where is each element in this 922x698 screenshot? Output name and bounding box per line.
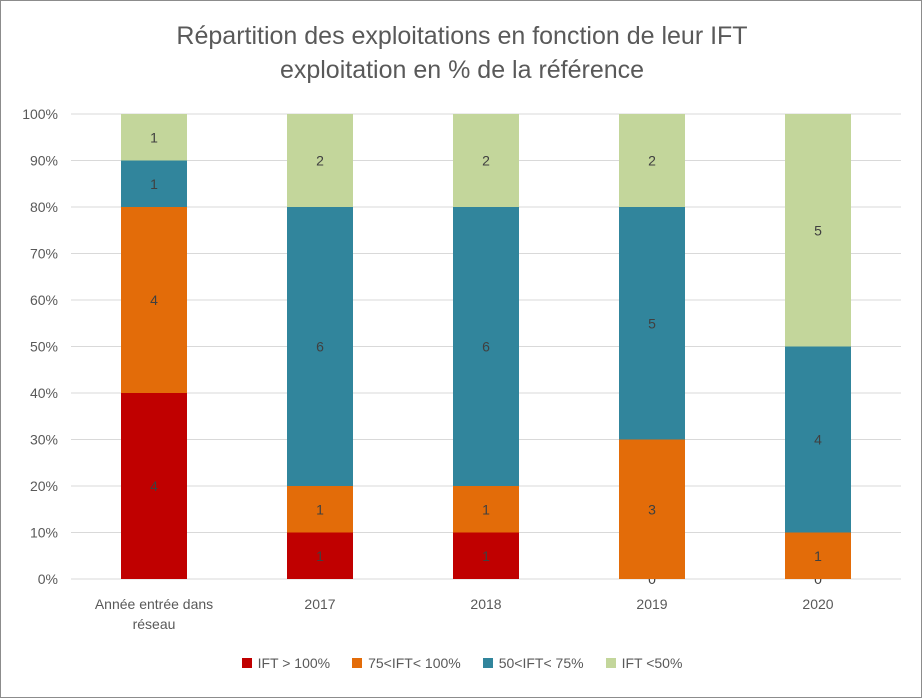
data-label: 6 xyxy=(316,339,324,355)
y-tick-label: 80% xyxy=(30,199,58,215)
bar-segment xyxy=(785,346,851,533)
y-tick-label: 20% xyxy=(30,478,58,494)
data-label: 2 xyxy=(482,153,490,169)
legend-swatch-ift-under-50 xyxy=(605,658,616,668)
data-label: 5 xyxy=(648,315,656,331)
y-tick-label: 90% xyxy=(30,153,58,169)
y-axis: 0% 10% 20% 30% 40% 50% 60% 70% 80% 90% 100% xyxy=(22,106,58,587)
data-label: 4 xyxy=(814,432,822,448)
legend-swatch-ift-75-100 xyxy=(352,658,363,668)
data-label: 1 xyxy=(814,548,822,564)
bar-segment xyxy=(619,207,685,440)
y-tick-label: 40% xyxy=(30,385,58,401)
bar-segment xyxy=(287,114,353,207)
bar-segment xyxy=(121,393,187,579)
legend-label-ift-75-100: 75<IFT< 100% xyxy=(368,655,461,671)
data-label: 4 xyxy=(150,292,158,308)
bar-segment xyxy=(619,439,685,579)
chart-title-line-2: exploitation en % de la référence xyxy=(279,56,645,84)
bar-segment xyxy=(453,486,519,533)
legend: IFT > 100% 75<IFT< 100% 50<IFT< 75% IFT … xyxy=(1,655,921,671)
x-tick-label: 2017 xyxy=(304,596,335,612)
y-tick-label: 100% xyxy=(22,106,58,122)
bar-segment xyxy=(121,207,187,393)
chart-title: Répartition des exploitations en fonctio… xyxy=(1,19,921,87)
x-tick-label: réseau xyxy=(133,616,176,632)
data-label: 1 xyxy=(150,129,158,145)
bar-segment xyxy=(453,207,519,486)
legend-item-ift-50-75: 50<IFT< 75% xyxy=(482,655,584,671)
bar-segment xyxy=(619,114,685,207)
data-label: 1 xyxy=(482,501,490,517)
y-tick-label: 60% xyxy=(30,292,58,308)
data-label: 4 xyxy=(150,478,158,494)
bar-segment xyxy=(785,532,851,579)
data-label: 1 xyxy=(150,176,158,192)
legend-item-ift-over-100: IFT > 100% xyxy=(241,655,331,671)
x-tick-label: Année entrée dans xyxy=(95,596,213,612)
legend-swatch-ift-over-100 xyxy=(241,658,252,668)
x-axis: Année entrée dans réseau 2017 2018 2019 2020 xyxy=(95,596,834,632)
bar-segment xyxy=(785,114,851,347)
bar-segment xyxy=(121,160,187,207)
data-label: 2 xyxy=(648,153,656,169)
legend-swatch-ift-50-75 xyxy=(482,658,493,668)
bar-segment xyxy=(287,207,353,486)
legend-label-ift-under-50: IFT <50% xyxy=(621,655,683,671)
data-label: 6 xyxy=(482,339,490,355)
y-tick-label: 0% xyxy=(38,571,58,587)
bar-segment xyxy=(453,532,519,579)
legend-label-ift-over-100: IFT > 100% xyxy=(257,655,331,671)
bar-segment xyxy=(287,532,353,579)
y-tick-label: 30% xyxy=(30,432,58,448)
data-label: 2 xyxy=(316,153,324,169)
data-label: 3 xyxy=(648,501,656,517)
y-tick-label: 10% xyxy=(30,525,58,541)
bar-segment xyxy=(121,114,187,161)
legend-item-ift-75-100: 75<IFT< 100% xyxy=(352,655,461,671)
legend-item-ift-under-50: IFT <50% xyxy=(605,655,683,671)
x-tick-label: 2019 xyxy=(636,596,667,612)
x-tick-label: 2018 xyxy=(470,596,501,612)
data-label: 1 xyxy=(316,548,324,564)
data-label: 5 xyxy=(814,222,822,238)
data-label: 1 xyxy=(316,501,324,517)
y-tick-label: 50% xyxy=(30,339,58,355)
bar-segment xyxy=(453,114,519,207)
chart-title-line-1: Répartition des exploitations en fonctio… xyxy=(176,22,748,50)
bars: 44111162116203520145 xyxy=(121,114,851,587)
bar-segment xyxy=(287,486,353,533)
y-tick-label: 70% xyxy=(30,246,58,262)
x-tick-label: 2020 xyxy=(802,596,833,612)
data-label: 1 xyxy=(482,548,490,564)
legend-label-ift-50-75: 50<IFT< 75% xyxy=(498,655,584,671)
